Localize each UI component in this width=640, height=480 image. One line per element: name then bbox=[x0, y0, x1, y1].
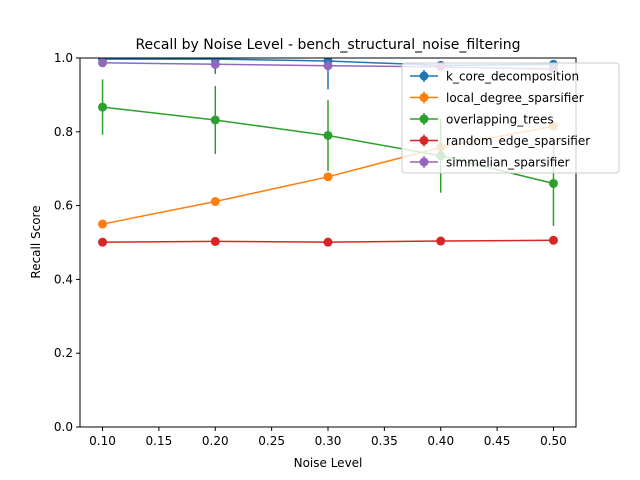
y-tick-label: 1.0 bbox=[54, 51, 73, 65]
data-point bbox=[98, 58, 108, 68]
legend: k_core_decomposition local_degree_sparsif… bbox=[401, 62, 620, 174]
data-point bbox=[436, 236, 446, 246]
data-point bbox=[98, 102, 108, 112]
data-point bbox=[323, 172, 333, 182]
chart-title: Recall by Noise Level - bench_structural… bbox=[135, 37, 520, 53]
data-point bbox=[98, 237, 108, 247]
series-random-edge-sparsifier bbox=[98, 235, 558, 247]
y-tick-label: 0.0 bbox=[54, 420, 73, 434]
y-tick-label: 0.6 bbox=[54, 199, 73, 213]
x-tick-label: 0.15 bbox=[146, 434, 173, 448]
legend-marker bbox=[419, 93, 429, 102]
x-tick-label: 0.30 bbox=[315, 434, 342, 448]
data-point bbox=[323, 237, 333, 247]
legend-marker bbox=[419, 114, 429, 124]
x-tick-label: 0.10 bbox=[89, 434, 116, 448]
y-tick-label: 0.2 bbox=[54, 346, 73, 360]
y-tick-label: 0.4 bbox=[54, 272, 73, 286]
x-tick-label: 0.40 bbox=[427, 434, 454, 448]
data-point bbox=[548, 235, 558, 245]
legend-marker bbox=[419, 157, 429, 167]
x-tick-label: 0.50 bbox=[540, 434, 567, 448]
legend-frame bbox=[401, 62, 620, 174]
data-point bbox=[548, 178, 558, 188]
x-tick-label: 0.35 bbox=[371, 434, 398, 448]
legend-label: local_degree_sparsifier bbox=[446, 91, 584, 105]
legend-label: overlapping_trees bbox=[446, 113, 554, 127]
y-tick-label: 0.8 bbox=[54, 125, 73, 139]
data-point bbox=[210, 115, 220, 125]
legend-marker bbox=[419, 71, 429, 81]
x-tick-label: 0.45 bbox=[484, 434, 511, 448]
data-point bbox=[323, 61, 333, 71]
legend-label: simmelian_sparsifier bbox=[446, 156, 570, 170]
legend-marker bbox=[419, 136, 429, 145]
legend-label: random_edge_sparsifier bbox=[446, 134, 590, 148]
x-tick-label: 0.20 bbox=[202, 434, 229, 448]
x-tick-label: 0.25 bbox=[258, 434, 285, 448]
y-axis-label: Recall Score bbox=[29, 205, 43, 278]
legend-label: k_core_decomposition bbox=[446, 70, 579, 84]
data-point bbox=[210, 59, 220, 69]
data-point bbox=[323, 130, 333, 140]
data-point bbox=[210, 236, 220, 246]
x-axis-label: Noise Level bbox=[294, 456, 363, 470]
data-point bbox=[98, 219, 108, 229]
data-point bbox=[210, 197, 220, 207]
